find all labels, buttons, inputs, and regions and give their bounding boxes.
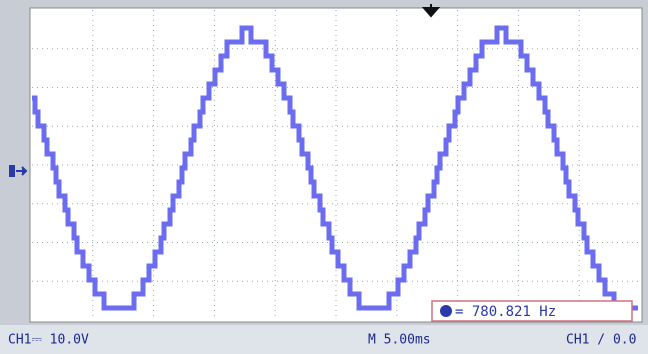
page: = 780.821 Hz CH1⎓ 10.0V M 5.00ms CH1 / 0… [0, 0, 648, 354]
channel-scale: CH1⎓ 10.0V [8, 333, 89, 348]
trigger-setting: CH1 / 0.0 [566, 333, 636, 348]
timebase: M 5.00ms [368, 333, 431, 348]
frequency-readout: = 780.821 Hz [455, 304, 556, 320]
measurement-icon [440, 305, 452, 317]
scope-screen: = 780.821 Hz CH1⎓ 10.0V M 5.00ms CH1 / 0… [0, 0, 648, 354]
status-bar [0, 325, 648, 354]
